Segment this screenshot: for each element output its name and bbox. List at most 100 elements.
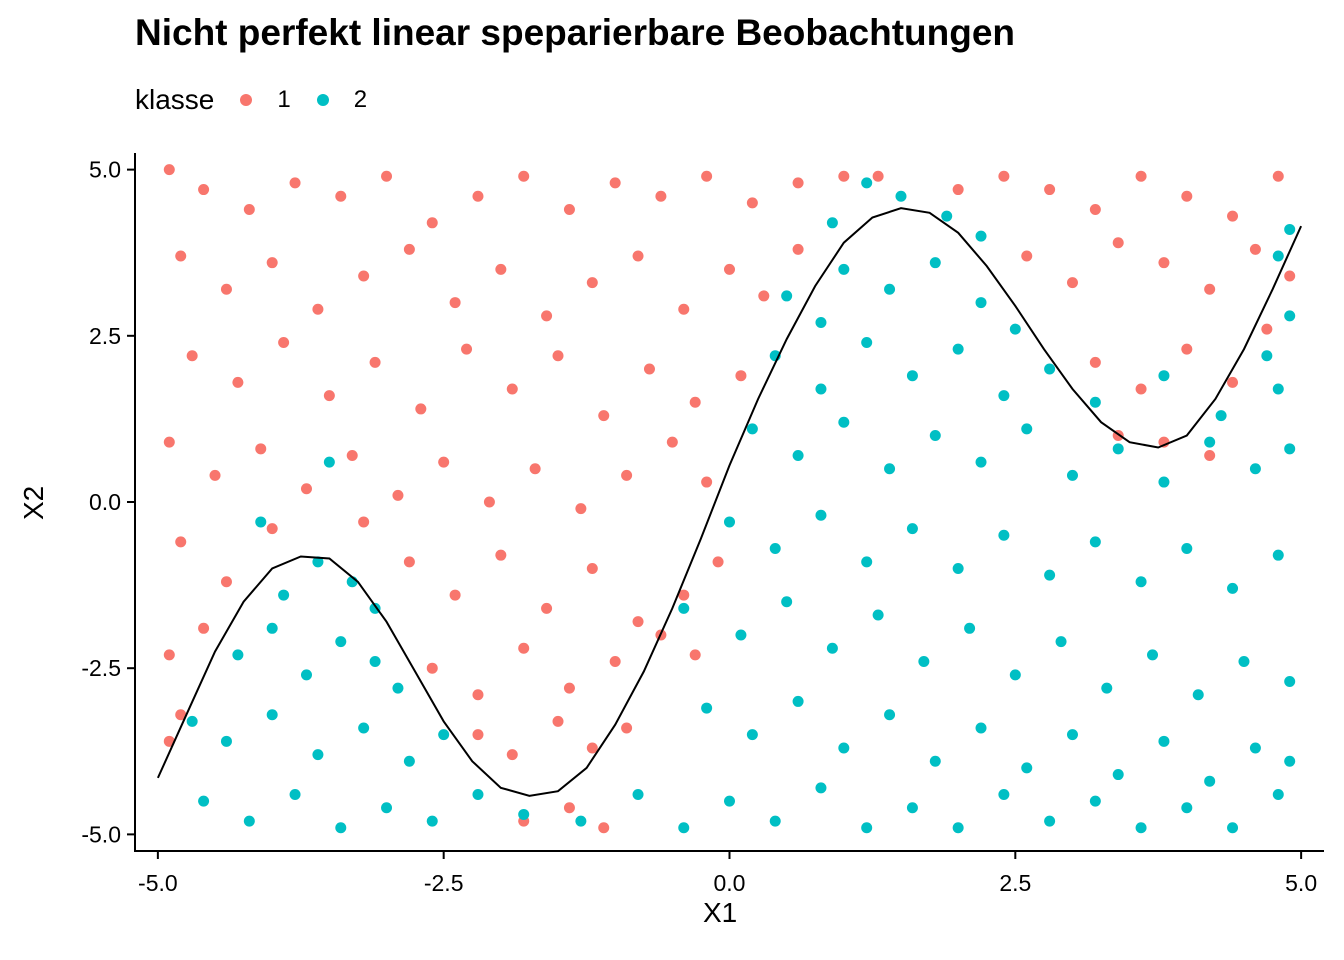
- point-class-1: [643, 363, 655, 375]
- point-class-2: [838, 263, 850, 275]
- point-class-1: [792, 177, 804, 189]
- point-class-1: [312, 303, 324, 315]
- point-class-1: [220, 576, 232, 588]
- point-class-2: [1147, 649, 1159, 661]
- y-tick-label: 0.0: [89, 489, 121, 515]
- point-class-1: [678, 589, 690, 601]
- point-class-1: [586, 742, 598, 754]
- point-class-2: [1284, 443, 1296, 455]
- point-class-1: [175, 536, 187, 548]
- point-class-2: [964, 622, 976, 634]
- point-class-2: [678, 602, 690, 614]
- point-class-2: [255, 516, 267, 528]
- point-class-2: [826, 642, 838, 654]
- point-class-2: [1215, 410, 1227, 422]
- point-class-2: [1192, 689, 1204, 701]
- point-class-1: [232, 376, 244, 388]
- point-class-2: [838, 416, 850, 428]
- legend: klasse 1 2: [135, 80, 393, 120]
- point-class-2: [872, 609, 884, 621]
- point-class-1: [689, 649, 701, 661]
- point-class-1: [392, 489, 404, 501]
- point-class-1: [541, 602, 553, 614]
- point-class-1: [552, 715, 564, 727]
- point-class-2: [632, 788, 644, 800]
- point-class-2: [826, 217, 838, 229]
- point-class-1: [678, 303, 690, 315]
- point-class-1: [1112, 237, 1124, 249]
- point-class-2: [575, 815, 587, 827]
- point-class-2: [1272, 788, 1284, 800]
- legend-item-2: 2: [316, 86, 367, 114]
- point-class-1: [575, 503, 587, 515]
- point-class-2: [1272, 383, 1284, 395]
- point-class-2: [300, 669, 312, 681]
- point-class-2: [1249, 463, 1261, 475]
- point-class-1: [449, 589, 461, 601]
- point-class-1: [998, 170, 1010, 182]
- point-class-2: [952, 822, 964, 834]
- points-layer: [163, 164, 1296, 834]
- point-class-1: [495, 263, 507, 275]
- point-class-2: [769, 543, 781, 555]
- point-class-2: [815, 782, 827, 794]
- point-class-2: [838, 742, 850, 754]
- point-class-2: [724, 516, 735, 528]
- point-class-1: [735, 370, 747, 382]
- point-class-2: [1249, 742, 1261, 754]
- point-class-2: [369, 656, 381, 668]
- point-class-2: [335, 636, 347, 648]
- point-class-2: [906, 802, 918, 814]
- point-class-1: [209, 469, 221, 481]
- point-class-2: [186, 715, 198, 727]
- point-class-2: [1135, 576, 1147, 588]
- point-class-1: [518, 170, 530, 182]
- point-class-2: [1272, 250, 1284, 262]
- x-tick-label: 2.5: [999, 870, 1031, 896]
- point-class-2: [701, 702, 713, 714]
- point-class-2: [1009, 323, 1021, 335]
- point-class-1: [426, 662, 438, 674]
- point-class-1: [1089, 204, 1101, 216]
- point-class-2: [1261, 350, 1273, 362]
- y-tick-label: -5.0: [81, 821, 121, 847]
- point-class-2: [815, 509, 827, 521]
- point-class-2: [998, 390, 1010, 402]
- point-class-2: [1135, 822, 1147, 834]
- point-class-1: [541, 310, 553, 322]
- point-class-1: [586, 277, 598, 289]
- point-class-2: [232, 649, 244, 661]
- point-class-1: [403, 243, 415, 255]
- point-class-2: [1044, 815, 1056, 827]
- point-class-2: [884, 283, 896, 295]
- point-class-2: [792, 695, 804, 707]
- point-class-1: [381, 170, 393, 182]
- point-class-1: [598, 822, 610, 834]
- point-class-2: [266, 622, 278, 634]
- point-class-1: [1089, 356, 1101, 368]
- point-class-2: [198, 795, 210, 807]
- point-class-2: [815, 317, 827, 329]
- point-class-1: [358, 270, 370, 282]
- point-class-1: [186, 350, 198, 362]
- point-class-2: [746, 423, 758, 435]
- point-class-1: [220, 283, 232, 295]
- point-class-1: [621, 722, 633, 734]
- point-class-2: [895, 190, 907, 202]
- point-class-2: [1112, 443, 1124, 455]
- point-class-1: [506, 383, 518, 395]
- point-class-2: [1284, 223, 1296, 235]
- point-class-2: [975, 297, 987, 309]
- point-class-1: [506, 749, 518, 761]
- point-class-1: [598, 410, 610, 422]
- point-class-1: [1181, 190, 1193, 202]
- point-class-2: [952, 343, 964, 355]
- point-class-2: [1101, 682, 1113, 694]
- point-class-2: [781, 290, 793, 302]
- y-axis-title: X2: [18, 485, 49, 520]
- point-class-2: [312, 556, 324, 568]
- point-class-1: [289, 177, 301, 189]
- point-class-2: [1158, 735, 1170, 747]
- point-class-1: [712, 556, 724, 568]
- y-tick-label: 5.0: [89, 157, 121, 183]
